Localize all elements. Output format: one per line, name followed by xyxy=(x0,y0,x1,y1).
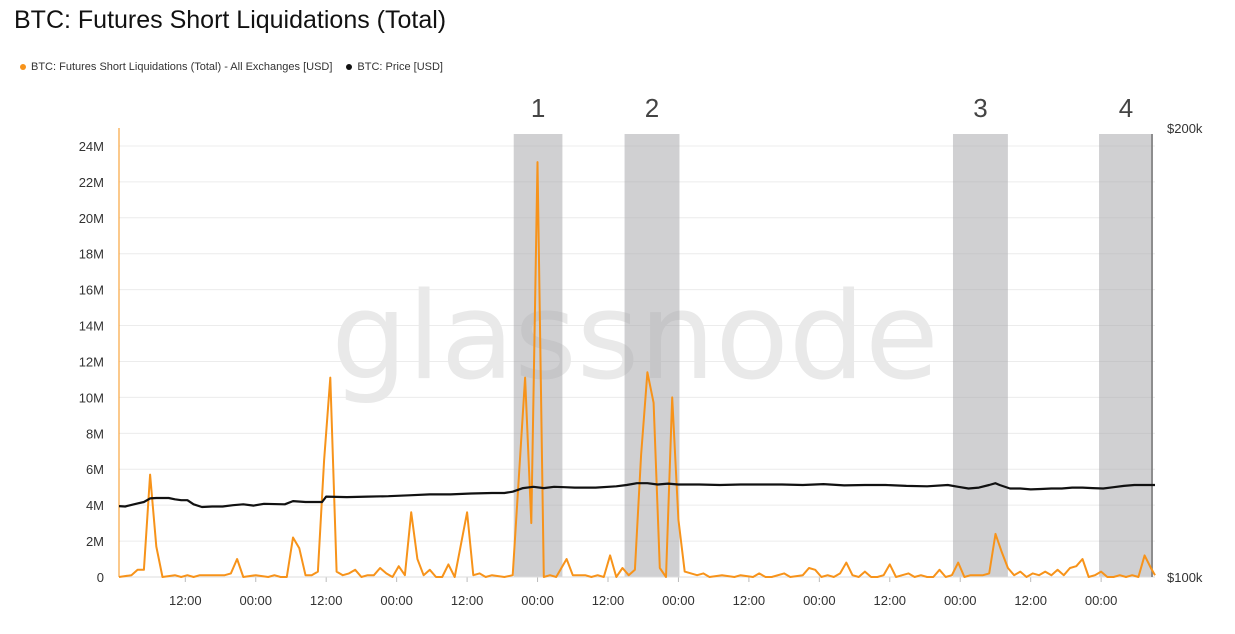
x-tick-label: 12:00 xyxy=(733,593,766,608)
y-left-tick-label: 22M xyxy=(79,175,104,190)
region-label-1: 1 xyxy=(531,93,545,123)
x-tick-label: 12:00 xyxy=(451,593,484,608)
y-left-tick-label: 12M xyxy=(79,354,104,369)
y-right-tick-label: $200k xyxy=(1167,121,1203,136)
y-left-tick-label: 24M xyxy=(79,139,104,154)
tick-labels: 0 2M 4M 6M 8M 10M 12M 14M 16M 18M 20M 22M 24M $100k $2… xyxy=(79,121,1203,608)
legend-item-liquidations[interactable]: BTC: Futures Short Liquidations (Total) … xyxy=(20,61,332,73)
y-left-tick-label: 4M xyxy=(86,498,104,513)
axes xyxy=(118,128,1155,582)
y-left-tick-label: 6M xyxy=(86,462,104,477)
highlight-regions: 1 2 3 4 xyxy=(513,93,1153,577)
series-line-liquidations[interactable] xyxy=(118,161,1156,578)
x-tick-label: 00:00 xyxy=(521,593,554,608)
highlight-region-4 xyxy=(1099,134,1153,577)
x-tick-label: 00:00 xyxy=(380,593,413,608)
legend-dot-price xyxy=(346,64,353,70)
y-left-tick-label: 20M xyxy=(79,211,104,226)
x-tick-label: 00:00 xyxy=(1085,593,1118,608)
chart-title: BTC: Futures Short Liquidations (Total) xyxy=(14,6,447,34)
y-left-tick-label: 8M xyxy=(86,426,104,441)
x-tick-label: 12:00 xyxy=(310,593,343,608)
region-label-4: 4 xyxy=(1119,93,1133,123)
region-label-2: 2 xyxy=(645,93,659,123)
series-line-price[interactable] xyxy=(118,482,1155,509)
region-label-3: 3 xyxy=(973,93,987,123)
x-tick-label: 12:00 xyxy=(169,593,202,608)
legend-label-price: BTC: Price [USD] xyxy=(357,61,443,73)
legend-item-price[interactable]: BTC: Price [USD] xyxy=(346,61,443,73)
legend-label-liquidations: BTC: Futures Short Liquidations (Total) … xyxy=(31,61,333,73)
y-left-tick-label: 14M xyxy=(79,319,104,334)
y-left-tick-label: 2M xyxy=(86,534,104,549)
x-tick-label: 00:00 xyxy=(803,593,836,608)
legend: BTC: Futures Short Liquidations (Total) … xyxy=(20,61,443,73)
y-right-tick-label: $100k xyxy=(1167,570,1203,585)
x-tick-label: 12:00 xyxy=(874,593,907,608)
y-left-tick-label: 18M xyxy=(79,247,104,262)
y-left-tick-label: 16M xyxy=(79,283,104,298)
x-tick-label: 12:00 xyxy=(1014,593,1047,608)
x-tick-label: 00:00 xyxy=(944,593,977,608)
x-tick-label: 12:00 xyxy=(592,593,625,608)
series-lines[interactable] xyxy=(118,161,1156,578)
x-tick-label: 00:00 xyxy=(662,593,695,608)
x-tick-label: 00:00 xyxy=(239,593,272,608)
legend-dot-liquidations xyxy=(20,64,26,70)
highlight-region-3 xyxy=(952,134,1008,577)
highlight-region-2 xyxy=(624,134,680,577)
y-left-tick-label: 10M xyxy=(79,390,104,405)
y-left-tick-label: 0 xyxy=(97,570,104,585)
